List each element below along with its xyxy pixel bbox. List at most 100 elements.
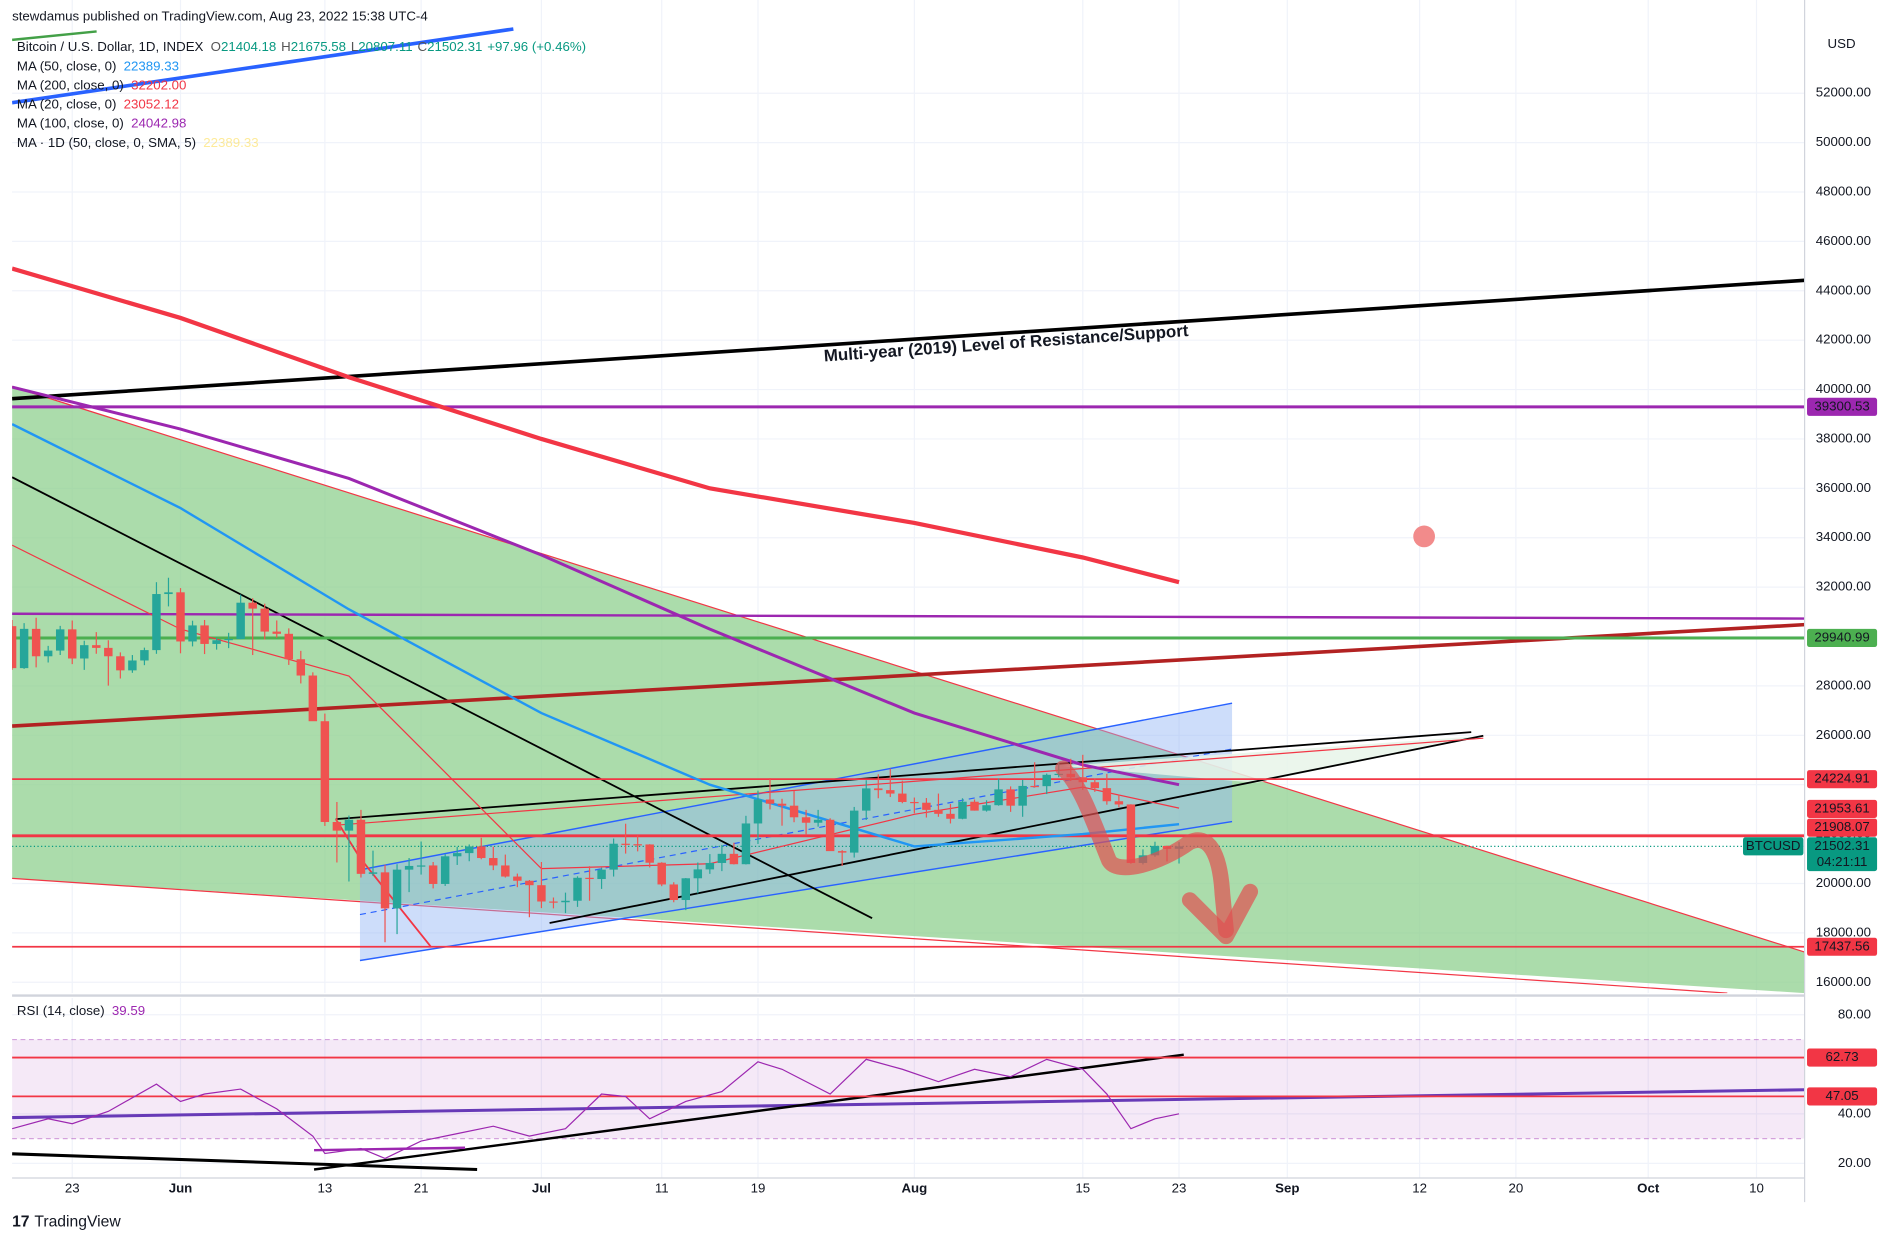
rsi-last: 39.59: [112, 1003, 145, 1018]
price-label-box: [1807, 818, 1878, 837]
price-label: 62.73: [1825, 1049, 1858, 1064]
candle-body: [128, 660, 137, 671]
candle-body: [332, 821, 342, 831]
ohlc-value: 21502.31: [427, 39, 482, 54]
trend-line: [12, 612, 1805, 620]
candle-body: [1126, 804, 1136, 863]
candle-body: [1030, 785, 1039, 788]
publisher: stewdamus published on TradingView.com, …: [12, 8, 428, 23]
legend-entry: MA · 1D (50, close, 0, SMA, 5) 22389.33: [17, 134, 259, 149]
x-tick-label: 23: [1172, 1180, 1187, 1195]
candle-body: [561, 900, 570, 903]
price-label-box: [1807, 1048, 1878, 1067]
price-label-box: [1807, 628, 1878, 648]
candle-body: [1006, 789, 1015, 806]
price-label-box: [1807, 1087, 1878, 1106]
candle-body: [609, 843, 618, 870]
price-label-box: [1807, 837, 1878, 872]
candle-body: [982, 805, 991, 811]
candle-body: [416, 865, 426, 867]
ohlc-key: C: [417, 39, 427, 54]
candle-body: [344, 819, 354, 831]
candle-body: [549, 901, 558, 903]
candle-body: [946, 813, 955, 819]
candle-body: [1150, 845, 1160, 856]
candle-body: [910, 801, 919, 804]
candle-body: [19, 628, 29, 669]
legend-entry: MA (20, close, 0) 23052.12: [17, 96, 179, 111]
candle-body: [80, 645, 89, 659]
candle-body: [465, 846, 474, 854]
candle-body: [12, 626, 17, 669]
candle-body: [934, 809, 943, 814]
candle-body: [380, 872, 390, 909]
candle-body: [284, 633, 294, 660]
candle-body: [862, 788, 871, 811]
x-tick-label: Aug: [901, 1180, 927, 1195]
x-tick-label: 20: [1509, 1180, 1524, 1195]
candle-body: [140, 650, 149, 661]
candle-body: [886, 790, 895, 794]
countdown: 04:21:11: [1817, 854, 1868, 869]
candle-body: [669, 884, 678, 901]
candle-body: [200, 625, 209, 644]
ohlc-value: 21404.18: [221, 39, 276, 54]
x-tick-label: 15: [1075, 1180, 1090, 1195]
y-tick-label: 18000.00: [1816, 924, 1871, 939]
candle-body: [922, 802, 931, 810]
trend-line: [12, 30, 97, 42]
candle-body: [693, 869, 703, 879]
candle-body: [248, 602, 257, 609]
candle-body: [585, 877, 594, 880]
channel-bottom: [359, 820, 1233, 962]
candle-body: [116, 656, 125, 671]
candle-body: [753, 799, 763, 824]
candle-body: [477, 846, 486, 859]
x-tick-label: 21: [414, 1180, 429, 1195]
legend-value: 32202.00: [131, 77, 186, 92]
trend-line: [12, 1088, 1805, 1120]
wedge-line: [335, 737, 1484, 826]
legend-value: 22389.33: [124, 58, 179, 73]
candle-body: [428, 865, 438, 884]
trend-line: [12, 1152, 478, 1172]
candle-body: [440, 856, 450, 884]
legend-entry: MA (50, close, 0) 22389.33: [17, 58, 179, 73]
candle-body: [224, 638, 233, 641]
price-label: 17437.56: [1814, 938, 1869, 953]
candle-body: [994, 789, 1003, 806]
symbol-line: Bitcoin / U.S. Dollar, 1D, INDEX O21404.1…: [17, 39, 586, 54]
moving-average: [12, 423, 1180, 848]
price-label-box: [1807, 799, 1878, 818]
legend-value: 23052.12: [124, 96, 179, 111]
candle-body: [1114, 801, 1124, 805]
channel-top: [359, 702, 1233, 871]
rsi-title: RSI (14, close): [17, 1003, 105, 1018]
y-tick-label: 46000.00: [1816, 233, 1871, 248]
moving-averages: [12, 266, 1180, 870]
x-tick-label: Oct: [1637, 1180, 1660, 1195]
candle-body: [308, 675, 318, 722]
price-label: 21908.07: [1814, 819, 1869, 834]
candle-body: [1018, 785, 1027, 806]
x-tick-label: 12: [1412, 1180, 1427, 1195]
x-tick-label: 13: [317, 1180, 332, 1195]
candle-body: [31, 628, 41, 657]
candle-body: [1042, 774, 1051, 787]
rsi-pane: [12, 1053, 1805, 1172]
candle-body: [645, 844, 654, 863]
legend-name: MA (200, close, 0): [17, 77, 124, 92]
candle-body: [681, 878, 691, 901]
candle-body: [537, 885, 546, 902]
wedge-triangle: [1062, 735, 1484, 783]
candle-body: [152, 594, 161, 651]
x-tick-label: Jul: [532, 1180, 551, 1195]
price-label: 24224.91: [1814, 771, 1869, 786]
candle-body: [296, 659, 306, 676]
candle-body: [164, 592, 173, 595]
rsi-line: [12, 1058, 1180, 1160]
candle-body: [368, 872, 378, 874]
rsi-title-line: RSI (14, close) 39.59: [17, 1003, 145, 1018]
candle-body: [489, 858, 498, 866]
y-tick-label: 28000.00: [1816, 677, 1871, 692]
